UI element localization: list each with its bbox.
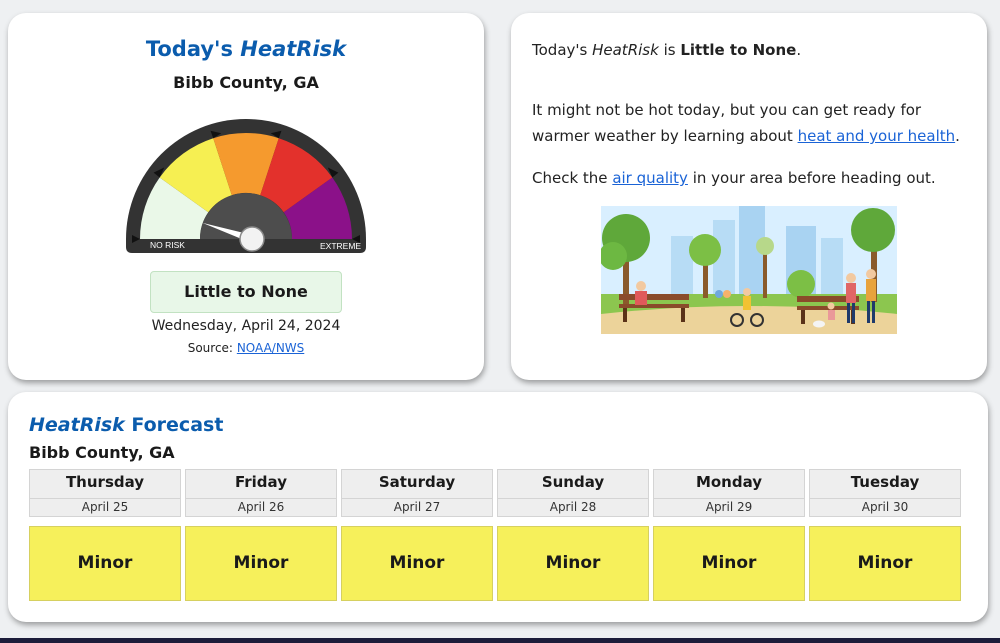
gauge-segment-extreme <box>283 177 352 239</box>
gauge-segment-minor <box>159 138 232 213</box>
gauge-tick <box>270 130 282 139</box>
day-risk-level: Minor <box>29 526 181 601</box>
gauge-tick <box>352 235 360 243</box>
day-header: Saturday April 27 <box>341 469 493 517</box>
day-header: Thursday April 25 <box>29 469 181 517</box>
day-name: Tuesday <box>850 473 920 491</box>
forecast-title-brand: HeatRisk <box>29 414 125 436</box>
source-link[interactable]: NOAA/NWS <box>236 341 305 355</box>
day-date: April 28 <box>498 498 648 514</box>
info-summary-level: Little to None <box>680 41 797 59</box>
gauge-tick <box>327 167 339 178</box>
day-date: April 29 <box>654 498 804 514</box>
gauge-segment-moderate <box>213 133 279 196</box>
info-summary-end: . <box>796 41 802 59</box>
day-header: Friday April 26 <box>185 469 337 517</box>
today-title-brand: HeatRisk <box>240 37 347 61</box>
forecast-day: Saturday April 27 Minor <box>341 469 493 601</box>
today-risk-level: Little to None <box>150 271 342 313</box>
day-risk-level: Minor <box>809 526 961 601</box>
day-header: Sunday April 28 <box>497 469 649 517</box>
day-header: Monday April 29 <box>653 469 805 517</box>
info-text: Today's HeatRisk is Little to None. It m… <box>532 37 972 207</box>
park-illustration <box>601 206 897 334</box>
gauge-segment-none <box>140 177 209 239</box>
gauge-pivot <box>239 226 265 252</box>
day-name: Monday <box>695 473 763 491</box>
forecast-title: HeatRisk Forecast <box>29 414 223 436</box>
gauge-segment-major <box>260 138 333 213</box>
forecast-days: Thursday April 25 Minor Friday April 26 … <box>29 469 963 601</box>
info-air-suffix: in your area before heading out. <box>692 169 936 187</box>
heatrisk-gauge: NO RISK EXTREME <box>126 119 366 253</box>
forecast-title-rest: Forecast <box>131 414 224 436</box>
day-name: Friday <box>234 473 287 491</box>
forecast-day: Sunday April 28 Minor <box>497 469 649 601</box>
info-summary-brand: HeatRisk <box>592 41 659 59</box>
today-info-card: Today's HeatRisk is Little to None. It m… <box>511 13 987 380</box>
day-risk-level: Minor <box>497 526 649 601</box>
gauge-label-high: EXTREME <box>320 241 361 251</box>
info-heat-end: . <box>955 127 960 145</box>
heat-health-link[interactable]: heat and your health <box>797 127 956 145</box>
forecast-day: Thursday April 25 Minor <box>29 469 181 601</box>
day-risk-level: Minor <box>653 526 805 601</box>
source-label: Source: <box>187 341 233 355</box>
forecast-county: Bibb County, GA <box>29 443 175 462</box>
day-header: Tuesday April 30 <box>809 469 961 517</box>
day-risk-level: Minor <box>185 526 337 601</box>
today-source: Source: NOAA/NWS <box>8 341 484 355</box>
gauge-tick <box>132 235 140 243</box>
day-name: Sunday <box>541 473 605 491</box>
info-paragraph-heat: It might not be hot today, but you can g… <box>532 97 972 149</box>
today-title-prefix: Today's <box>145 37 233 61</box>
info-heat-text: It might not be hot today, but you can g… <box>532 101 922 145</box>
info-summary-is: is <box>663 41 676 59</box>
forecast-day: Friday April 26 Minor <box>185 469 337 601</box>
day-date: April 25 <box>30 498 180 514</box>
gauge-hub <box>200 193 292 239</box>
day-date: April 27 <box>342 498 492 514</box>
day-date: April 30 <box>810 498 960 514</box>
day-name: Thursday <box>65 473 145 491</box>
gauge-label-low: NO RISK <box>150 240 185 250</box>
info-summary-prefix: Today's <box>532 41 588 59</box>
page-bottom-bar <box>0 638 1000 643</box>
gauge-tick <box>210 130 222 139</box>
today-title: Today's HeatRisk <box>8 37 484 61</box>
day-name: Saturday <box>378 473 456 491</box>
gauge-tick <box>153 167 165 178</box>
today-date: Wednesday, April 24, 2024 <box>151 318 341 334</box>
forecast-day: Monday April 29 Minor <box>653 469 805 601</box>
forecast-day: Tuesday April 30 Minor <box>809 469 961 601</box>
day-date: April 26 <box>186 498 336 514</box>
info-paragraph-air: Check the air quality in your area befor… <box>532 165 972 191</box>
info-summary: Today's HeatRisk is Little to None. <box>532 37 972 63</box>
today-heatrisk-card: Today's HeatRisk Bibb County, GA NO RISK… <box>8 13 484 380</box>
info-air-prefix: Check the <box>532 169 608 187</box>
air-quality-link[interactable]: air quality <box>612 169 688 187</box>
today-county: Bibb County, GA <box>173 73 319 92</box>
day-risk-level: Minor <box>341 526 493 601</box>
forecast-card: HeatRisk Forecast Bibb County, GA Thursd… <box>8 392 988 622</box>
